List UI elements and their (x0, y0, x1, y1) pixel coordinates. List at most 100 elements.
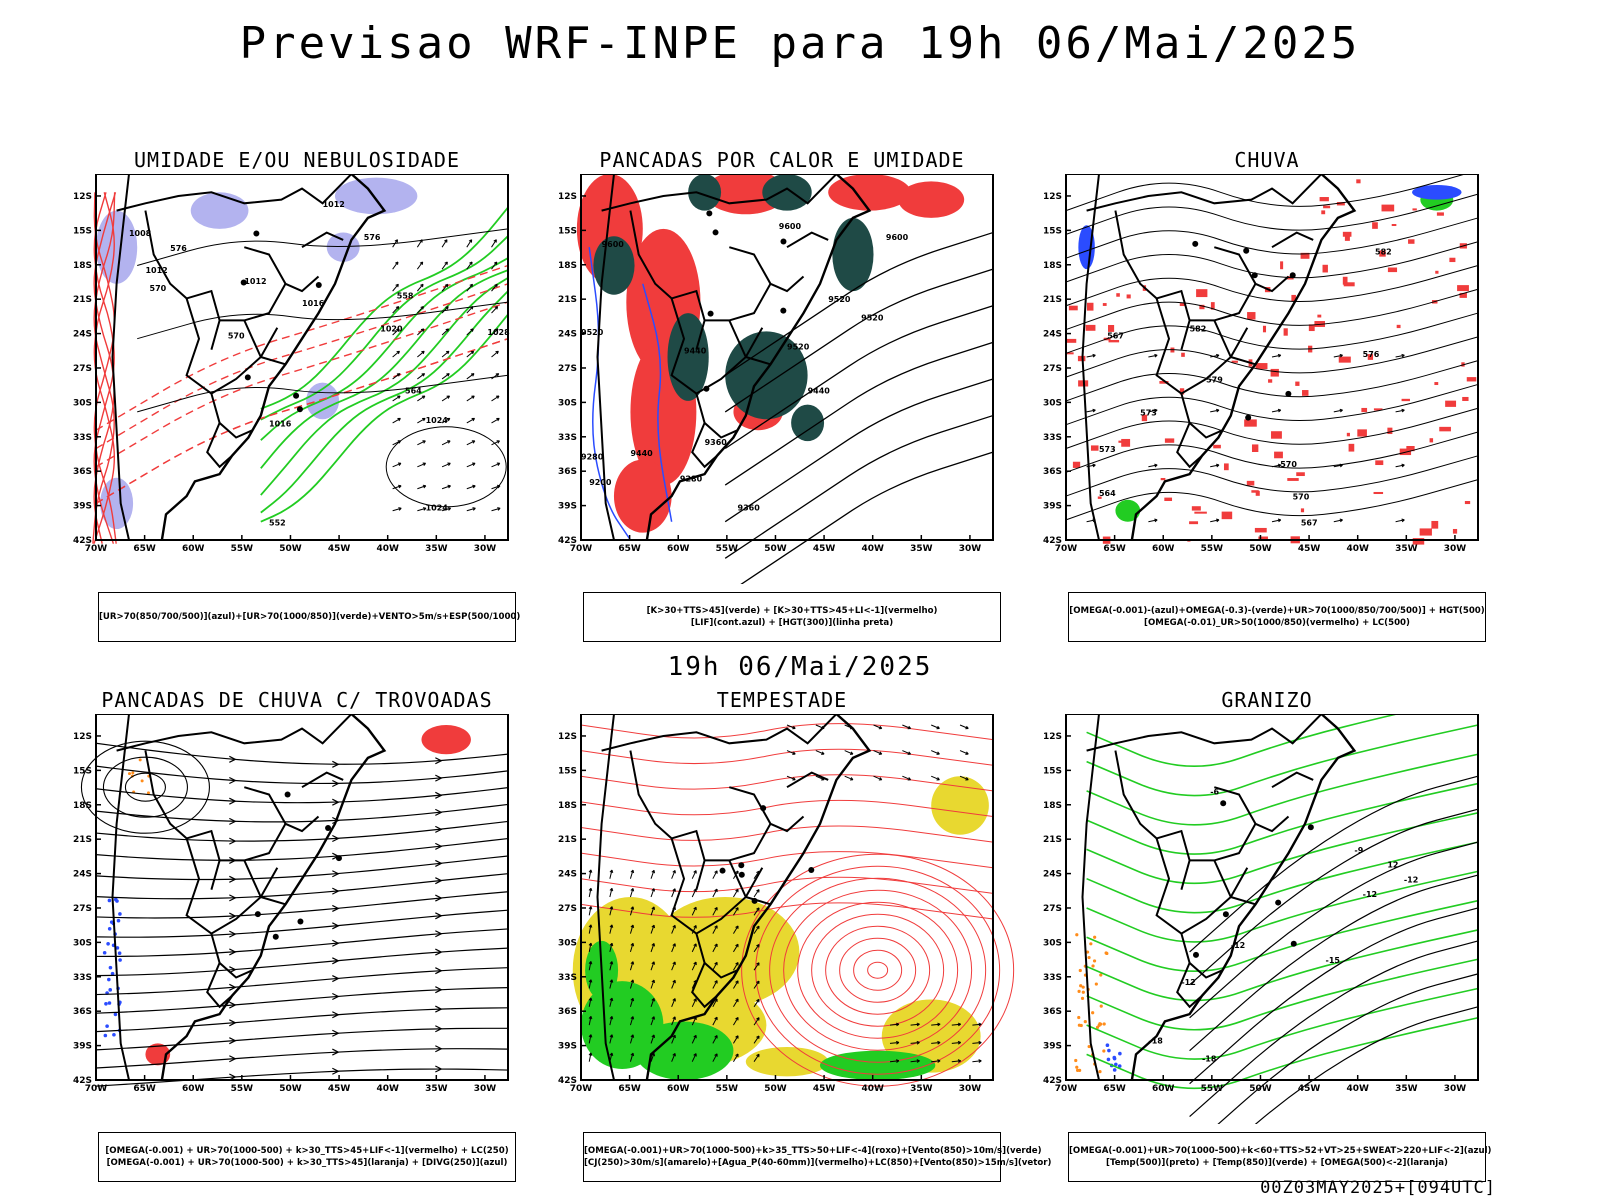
contour-label: 9360 (705, 438, 728, 447)
wind-vector (733, 998, 739, 1008)
lon-label: 60W (667, 544, 690, 554)
contour-label: 1028 (487, 328, 510, 337)
border-line (704, 283, 772, 322)
wind-vector (491, 350, 499, 358)
lat-label: 18S (73, 261, 92, 271)
wind-vector (691, 1053, 697, 1062)
streamline (853, 949, 903, 991)
border-line (1214, 246, 1290, 293)
rain-area (1373, 491, 1384, 495)
contour-label: 567 (1107, 332, 1124, 341)
lat-label: 24S (558, 330, 577, 340)
rain-area (1108, 339, 1120, 343)
wind-vector (972, 1059, 982, 1063)
wind-vector (931, 775, 940, 781)
flow-arrow (332, 992, 340, 1001)
rain-area (1348, 443, 1355, 452)
omega-mark (1102, 1049, 1106, 1053)
humidity-contour (260, 290, 509, 514)
lat-label: 15S (73, 226, 92, 236)
map-chuva: 582 582 579 576 573 570 567 573 570 567 564 12S 15S… (1043, 174, 1479, 554)
coastline-path (160, 174, 387, 541)
streamline (95, 873, 509, 900)
lifted-index-contour (588, 247, 632, 541)
rain-area (1419, 528, 1432, 536)
flow-arrow (332, 1011, 340, 1019)
thickness-contour (95, 283, 509, 450)
rain-area (1401, 398, 1410, 402)
lon-label: 35W (425, 1084, 448, 1094)
border-line (1180, 933, 1224, 979)
rain-area (1408, 239, 1415, 244)
omega-mark (1080, 996, 1085, 1000)
jet-area (745, 1047, 829, 1077)
rain-area (1449, 257, 1456, 263)
temp500-contour (1189, 907, 1479, 1085)
panel-title: GRANIZO (1221, 688, 1313, 712)
lon-label: 65W (618, 544, 641, 554)
jet-area (931, 776, 989, 835)
contour-label: -6 (1210, 788, 1219, 797)
rain-area (1391, 224, 1397, 227)
coastline-path (1130, 714, 1357, 1081)
lon-label: 65W (618, 1084, 641, 1094)
divergence-mark (108, 988, 113, 992)
border-line (1180, 393, 1224, 439)
rain-area (1361, 407, 1368, 413)
contour-label: 1012 (323, 200, 345, 209)
map-umidade: 1012 1008 1012 1012 1016 1020 1024 1028 1016 1024… (73, 174, 510, 554)
streamline (769, 877, 987, 1063)
streamline (755, 865, 1001, 1075)
streamline (102, 756, 188, 818)
lake-mark (706, 210, 713, 217)
lake-mark (335, 855, 342, 862)
flow-arrow (229, 948, 237, 956)
streamline (95, 967, 509, 996)
rain-area (1459, 292, 1467, 298)
rain-area (1164, 438, 1175, 443)
lat-label: 12S (1043, 732, 1062, 742)
contours (588, 231, 994, 584)
wind-vector (650, 1034, 656, 1044)
contour-label: 9280 (680, 474, 703, 483)
wind-vector (712, 888, 718, 898)
wind-vector (786, 775, 796, 781)
wind-vector (588, 942, 593, 952)
height-contour (1065, 407, 1479, 449)
wind-vector (910, 1022, 920, 1027)
contours (80, 740, 509, 1087)
wind-vector (951, 1059, 962, 1063)
rain-area (1431, 520, 1439, 529)
lake-mark (719, 867, 726, 874)
lake-mark (751, 897, 758, 904)
lat-label: 36S (558, 1007, 577, 1017)
thickness-contour (95, 301, 509, 468)
wind-vector (712, 980, 718, 989)
panel-title: PANCADAS DE CHUVA C/ TROVOADAS (101, 688, 493, 712)
wind-vector (650, 979, 656, 989)
map-frame (580, 714, 994, 1081)
streamline (580, 774, 994, 792)
wind-vector (392, 462, 402, 468)
wind-vector (753, 980, 760, 989)
wind-vector (712, 1053, 718, 1062)
rain-area (1396, 324, 1401, 329)
wind-vector (609, 997, 614, 1007)
lat-label: 24S (1043, 330, 1062, 340)
lon-label: 45W (1298, 1084, 1321, 1094)
flow-arrow (435, 774, 443, 782)
lat-label: 18S (1043, 801, 1062, 811)
contour-label: 9520 (581, 328, 604, 337)
wind-vector (629, 1034, 635, 1044)
contour-label: 9200 (589, 478, 612, 487)
height-contour (724, 231, 994, 376)
flow-arrow (332, 922, 340, 930)
rain-area (1255, 363, 1268, 370)
divergence-mark (105, 1024, 109, 1028)
wind-vector (753, 1017, 760, 1026)
border-line (728, 859, 747, 898)
divergence-mark (102, 950, 107, 955)
lat-label: 30S (1043, 398, 1062, 408)
wind-vector (691, 888, 697, 898)
temp500-contour (1189, 874, 1479, 1052)
